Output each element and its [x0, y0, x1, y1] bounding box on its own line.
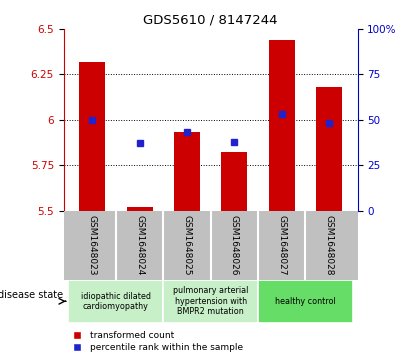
Bar [79, 62, 105, 211]
Bar [163, 280, 258, 323]
Bar [258, 280, 353, 323]
Title: GDS5610 / 8147244: GDS5610 / 8147244 [143, 13, 278, 26]
Text: pulmonary arterial
hypertension with
BMPR2 mutation: pulmonary arterial hypertension with BMP… [173, 286, 248, 316]
Text: idiopathic dilated
cardiomyopathy: idiopathic dilated cardiomyopathy [81, 291, 151, 311]
Text: GSM1648027: GSM1648027 [277, 215, 286, 275]
Bar [221, 152, 247, 211]
Bar [269, 40, 295, 211]
Text: GSM1648024: GSM1648024 [135, 215, 144, 275]
Bar [127, 207, 152, 211]
Text: GSM1648028: GSM1648028 [325, 215, 334, 275]
Legend: transformed count, percentile rank within the sample: transformed count, percentile rank withi… [68, 331, 243, 352]
Text: healthy control: healthy control [275, 297, 336, 306]
Text: GSM1648026: GSM1648026 [230, 215, 239, 275]
Text: GSM1648025: GSM1648025 [182, 215, 192, 275]
Text: disease state: disease state [0, 290, 63, 300]
Bar [316, 87, 342, 211]
Text: GSM1648023: GSM1648023 [88, 215, 97, 275]
Bar [174, 132, 200, 211]
Bar [69, 280, 163, 323]
